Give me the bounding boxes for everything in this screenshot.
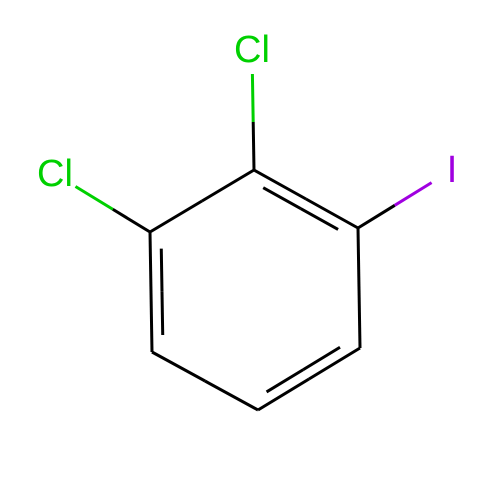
- bond-segment: [358, 205, 395, 228]
- bond-segment: [263, 188, 300, 209]
- bond-segment: [303, 347, 340, 369]
- bond-segment: [267, 370, 304, 392]
- cl-label: Cl: [37, 153, 73, 195]
- bond-segment: [395, 183, 432, 206]
- bond-segment: [150, 201, 202, 232]
- bond-segment: [252, 74, 253, 122]
- bond-segment: [254, 170, 306, 199]
- cl-label: Cl: [234, 29, 270, 71]
- bond-segment: [162, 292, 163, 335]
- bond-segment: [301, 209, 338, 230]
- bond-segment: [358, 228, 359, 288]
- labels-layer: Cl Cl I: [37, 29, 457, 195]
- bond-segment: [359, 288, 360, 348]
- bond-segment: [161, 249, 162, 292]
- i-label: I: [447, 149, 458, 191]
- bond-segment: [151, 292, 152, 352]
- bond-segment: [202, 170, 254, 201]
- bond-segment: [205, 381, 258, 410]
- bond-segment: [309, 348, 360, 379]
- bond-segment: [113, 209, 150, 232]
- bond-segment: [150, 232, 151, 292]
- bond-segment: [258, 379, 309, 410]
- molecule-diagram: Cl Cl I: [0, 0, 500, 500]
- bond-segment: [253, 122, 254, 170]
- bond-segment: [306, 199, 358, 228]
- bond-segment: [152, 352, 205, 381]
- bonds-layer: [75, 74, 431, 410]
- bond-segment: [75, 187, 112, 210]
